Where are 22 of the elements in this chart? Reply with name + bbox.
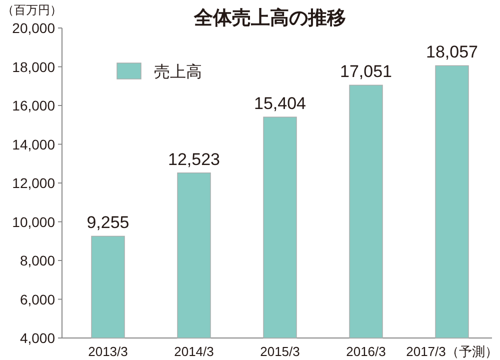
- y-tick-label: 14,000: [12, 136, 56, 152]
- y-axis-title: （百万円）: [2, 3, 62, 17]
- y-tick-label: 20,000: [12, 20, 56, 36]
- legend-label: 売上高: [154, 63, 202, 81]
- x-tick-label: 2016/3: [346, 344, 386, 359]
- y-tick-label: 16,000: [12, 98, 56, 114]
- chart-title: 全体売上高の推移: [193, 7, 346, 29]
- y-tick-label: 8,000: [20, 252, 56, 268]
- x-tick-label: 2014/3: [174, 344, 214, 359]
- data-label: 15,404: [254, 94, 306, 114]
- data-label: 18,057: [426, 42, 478, 62]
- y-tick-label: 18,000: [12, 58, 56, 75]
- data-label: 12,523: [168, 150, 220, 169]
- x-tick-label: 2015/3: [260, 344, 300, 359]
- x-tick-label: 2013/3: [88, 344, 128, 359]
- y-tick-label: 12,000: [12, 175, 56, 191]
- y-tick-label: 4,000: [20, 330, 56, 346]
- data-label: 17,051: [340, 62, 392, 82]
- y-tick-label: 10,000: [12, 214, 56, 230]
- x-tick-label: 2017/3（予測）: [406, 344, 498, 359]
- y-tick-label: 6,000: [20, 291, 56, 308]
- data-label: 9,255: [86, 213, 130, 232]
